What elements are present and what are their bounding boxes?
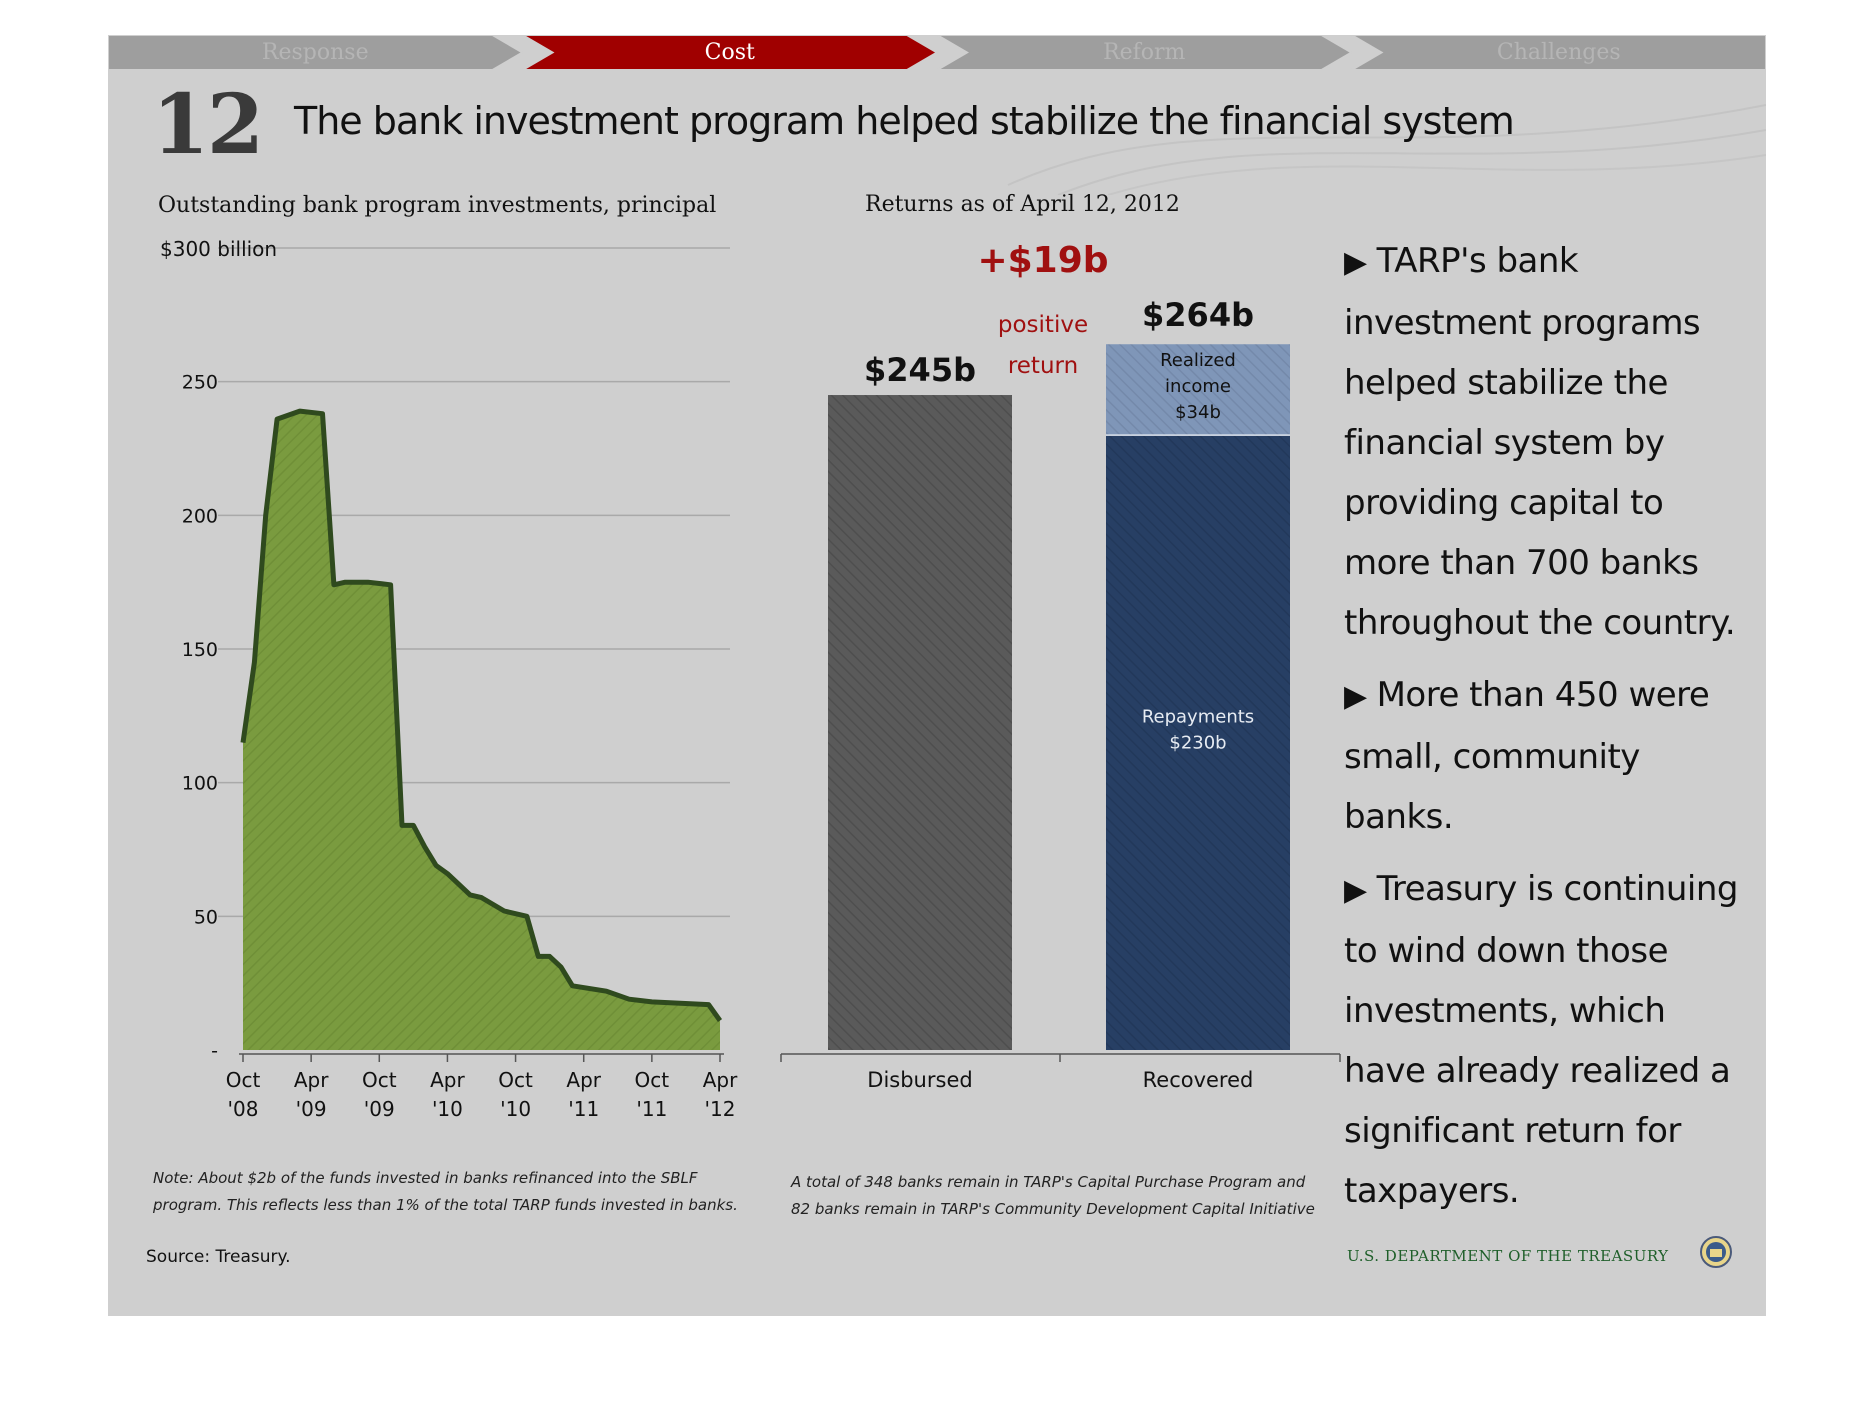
bullet-list: ▶ TARP's bank investment programs helped …: [1344, 231, 1749, 1233]
breadcrumb-label-cost[interactable]: Cost: [704, 40, 755, 65]
category-label-recovered: Recovered: [1143, 1068, 1254, 1092]
bullet-text: TARP's bank investment programs helped s…: [1344, 241, 1736, 643]
source-note: Source: Treasury.: [146, 1247, 291, 1267]
left-chart-note: Note: About $2b of the funds invested in…: [153, 1169, 738, 1214]
outstanding-investments-chart: Oct '08 Apr '09 Oct '09 Apr '10 Oct '10 Apr '11 Oct '…: [160, 237, 738, 1121]
x-tick-label-month: Oct: [226, 1068, 261, 1092]
x-tick-label-year: '09: [296, 1097, 327, 1121]
bar-segment-repayments: [1106, 435, 1290, 1051]
x-tick-label-month: Oct: [362, 1068, 397, 1092]
y-tick-label: 250: [182, 372, 218, 394]
x-tick-label-year: '08: [228, 1097, 259, 1121]
bar-disbursed: [828, 395, 1012, 1050]
positive-return-label-line1: positive: [998, 312, 1088, 338]
bar-segment-realized-income: [1106, 344, 1290, 436]
x-tick-label-month: Apr: [566, 1068, 601, 1092]
x-tick-label-month: Oct: [635, 1068, 670, 1092]
breadcrumb-label-reform[interactable]: Reform: [1103, 40, 1186, 65]
bullet-arrow-icon: ▶: [1344, 245, 1367, 280]
x-tick-label-year: '10: [432, 1097, 463, 1121]
bullet-item: ▶ Treasury is continuing to wind down tho…: [1344, 859, 1749, 1221]
area-outline: [240, 408, 723, 1023]
department-name: U.S. DEPARTMENT OF THE TREASURY: [1347, 1247, 1669, 1265]
segment-value-repayments: $230b: [1169, 733, 1226, 754]
bar-label-disbursed: $245b: [864, 351, 976, 389]
y-tick-label: -: [211, 1040, 218, 1062]
page-title: The bank investment program helped stabi…: [294, 99, 1515, 143]
left-chart-title: Outstanding bank program investments, pr…: [158, 193, 717, 218]
segment-label-income: income: [1165, 376, 1231, 397]
y-tick-label: 200: [182, 505, 218, 527]
bullet-item: ▶ TARP's bank investment programs helped …: [1344, 231, 1749, 653]
bullet-arrow-icon: ▶: [1344, 873, 1367, 908]
breadcrumb: [108, 35, 1766, 70]
bullet-item: ▶ More than 450 were small, community ban…: [1344, 665, 1749, 847]
treasury-seal-icon: [1700, 1236, 1732, 1268]
breadcrumb-segment-reform[interactable]: [935, 35, 1354, 70]
x-tick-label-year: '12: [705, 1097, 736, 1121]
category-label-disbursed: Disbursed: [867, 1068, 972, 1092]
bullet-text: More than 450 were small, community bank…: [1344, 675, 1710, 837]
bullet-arrow-icon: ▶: [1344, 679, 1367, 714]
x-tick-label-month: Oct: [498, 1068, 533, 1092]
breadcrumb-label-challenges[interactable]: Challenges: [1496, 40, 1621, 65]
area-fill: [243, 411, 720, 1051]
x-tick-label-year: '11: [568, 1097, 599, 1121]
slide: Response Cost Reform Challenges 12 The bank…: [108, 35, 1766, 1316]
positive-return-label-line2: return: [1008, 353, 1078, 379]
x-tick-label-year: '09: [364, 1097, 395, 1121]
segment-label-realized: Realized: [1160, 350, 1236, 371]
breadcrumb-segment-challenges[interactable]: [1349, 35, 1767, 70]
positive-return-amount: +$19b: [977, 240, 1108, 281]
breadcrumb-segment-response[interactable]: [108, 35, 525, 70]
right-chart-title: Returns as of April 12, 2012: [865, 192, 1180, 217]
background-texture: [1007, 104, 1766, 195]
returns-chart: $245b Repayments $230b Realized income $34b $2…: [780, 240, 1341, 1092]
segment-label-repayments: Repayments: [1142, 707, 1254, 728]
slide-number: 12: [152, 77, 264, 173]
breadcrumb-segment-cost[interactable]: [520, 35, 939, 70]
bullet-text: Treasury is continuing to wind down thos…: [1344, 869, 1738, 1211]
right-chart-note: A total of 348 banks remain in TARP's Ca…: [791, 1173, 1315, 1218]
x-tick-label-year: '10: [500, 1097, 531, 1121]
y-tick-label: 100: [182, 773, 218, 795]
y-axis-unit-label: $300 billion: [160, 237, 277, 261]
segment-value-realized-income: $34b: [1175, 402, 1221, 423]
y-tick-label: 50: [194, 906, 218, 928]
bar-label-recovered: $264b: [1142, 296, 1254, 334]
x-tick-label-month: Apr: [703, 1068, 738, 1092]
breadcrumb-label-response[interactable]: Response: [261, 40, 369, 65]
x-tick-label-year: '11: [636, 1097, 667, 1121]
x-tick-label-month: Apr: [294, 1068, 329, 1092]
x-tick-label-month: Apr: [430, 1068, 465, 1092]
y-tick-label: 150: [182, 639, 218, 661]
